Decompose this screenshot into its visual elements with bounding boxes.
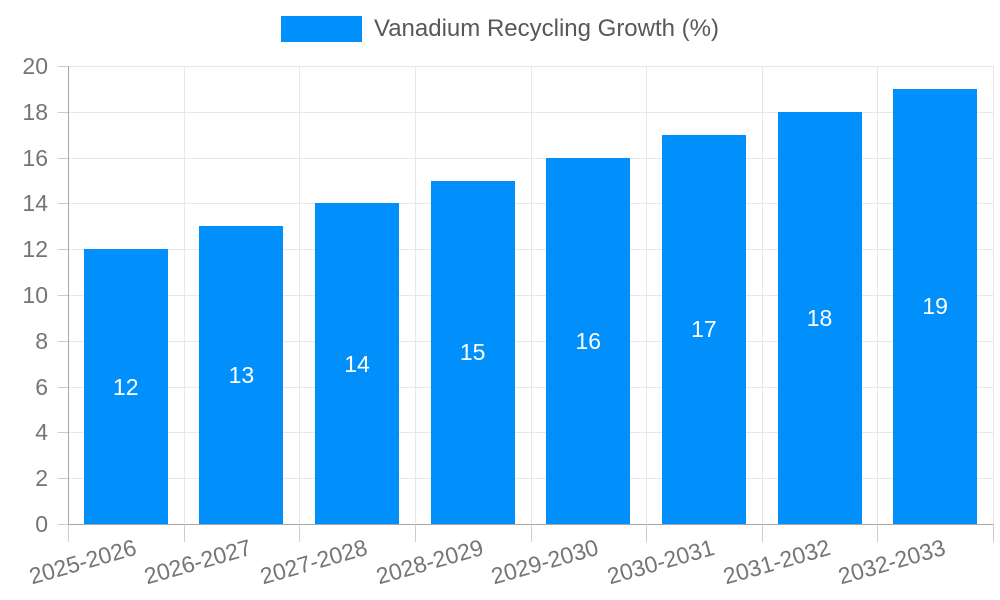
vertical-gridline (877, 66, 878, 524)
horizontal-gridline (68, 203, 993, 205)
bar[interactable]: 16 (546, 157, 631, 524)
x-axis-tick (183, 524, 185, 542)
horizontal-gridline (68, 432, 993, 434)
y-axis-tick (58, 249, 68, 251)
vertical-gridline (646, 66, 647, 524)
x-axis-tick (530, 524, 532, 542)
y-axis-tick-label: 12 (22, 236, 48, 263)
bar[interactable]: 14 (315, 203, 400, 524)
x-axis-tick (68, 524, 69, 542)
horizontal-gridline (68, 295, 993, 296)
vertical-gridline (184, 66, 185, 524)
x-axis-tick (299, 524, 301, 542)
y-axis-tick-label: 18 (22, 98, 48, 125)
bar-value-label: 15 (459, 339, 486, 366)
horizontal-gridline (68, 111, 993, 113)
vertical-gridline (993, 66, 994, 524)
y-axis-tick-label: 10 (22, 282, 48, 308)
y-axis-tick (58, 157, 68, 159)
y-axis-tick (58, 340, 68, 342)
x-axis-tick (761, 524, 763, 542)
bar-value-label: 14 (344, 350, 370, 377)
vertical-gridline (415, 66, 416, 524)
y-axis-tick-label: 20 (22, 53, 48, 79)
bar[interactable]: 17 (661, 134, 746, 524)
y-axis-tick-label: 0 (35, 511, 48, 537)
horizontal-gridline (68, 478, 993, 480)
x-axis-tick (993, 524, 994, 542)
y-axis-tick (58, 203, 68, 205)
horizontal-gridline (68, 66, 993, 67)
bar[interactable]: 19 (893, 88, 978, 524)
bar[interactable]: 18 (777, 111, 862, 524)
y-axis-tick (58, 295, 68, 296)
y-axis-tick (58, 432, 68, 434)
y-axis-tick (58, 478, 68, 480)
horizontal-gridline (68, 157, 993, 159)
bar[interactable]: 13 (199, 226, 284, 524)
x-axis-tick (877, 524, 879, 542)
x-axis-tick (414, 524, 416, 542)
y-axis-tick-label: 6 (35, 373, 48, 400)
y-axis-tick-label: 16 (22, 144, 48, 171)
vertical-gridline (531, 66, 532, 524)
bar-value-label: 19 (922, 293, 948, 320)
y-axis-tick-label: 14 (22, 190, 48, 217)
bar-value-label: 16 (575, 327, 602, 354)
bar-value-label: 18 (806, 304, 833, 331)
y-axis-tick (58, 386, 68, 388)
plot-area: 12 13 14 15 16 17 18 19 (68, 66, 994, 525)
y-axis-tick-label: 4 (35, 419, 48, 446)
y-axis-tick (58, 524, 68, 525)
bar[interactable]: 12 (83, 249, 168, 524)
bar-value-label: 12 (113, 373, 139, 400)
x-axis-tick (646, 524, 648, 542)
bar[interactable]: 15 (430, 180, 515, 524)
y-axis-tick-label: 8 (35, 327, 48, 354)
y-axis-tick (58, 111, 68, 113)
legend-swatch (280, 16, 362, 42)
vertical-gridline (762, 66, 763, 524)
y-axis-tick-label: 2 (35, 465, 48, 492)
bar-value-label: 17 (691, 316, 717, 343)
horizontal-gridline (68, 340, 993, 342)
legend-label: Vanadium Recycling Growth (%) (373, 15, 719, 42)
y-axis-tick (58, 66, 68, 67)
y-axis-line (68, 66, 69, 524)
vertical-gridline (299, 66, 300, 524)
bar-value-label: 13 (228, 362, 255, 389)
horizontal-gridline (68, 386, 993, 388)
legend[interactable]: Vanadium Recycling Growth (%) (0, 16, 1000, 42)
horizontal-gridline (68, 249, 993, 251)
